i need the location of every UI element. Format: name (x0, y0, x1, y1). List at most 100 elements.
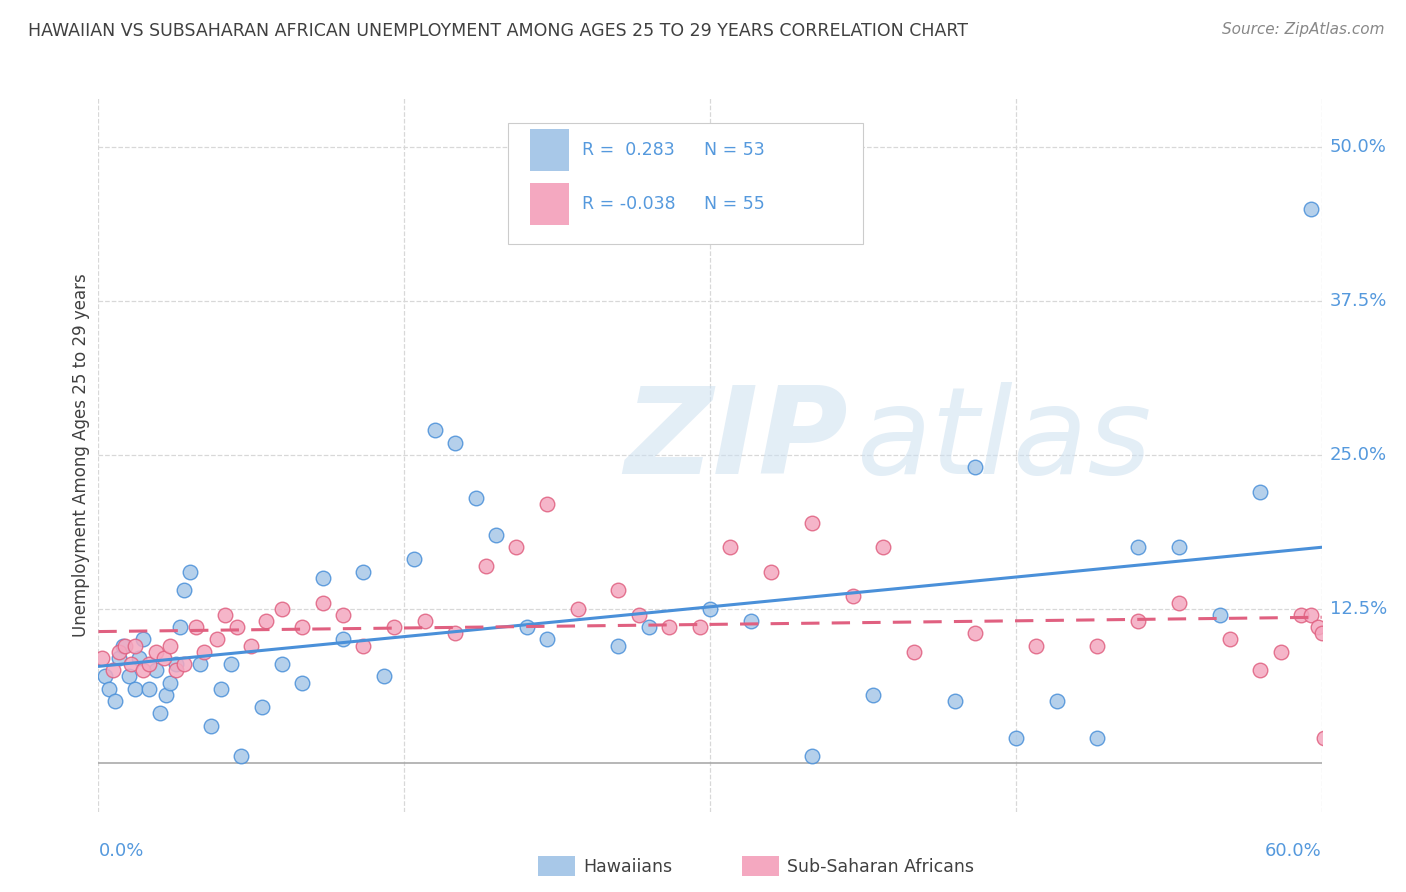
Point (1306, 620, 1329, 634)
Point (689, 620, 711, 634)
Point (474, 558, 498, 573)
Text: 25.0%: 25.0% (1330, 446, 1388, 464)
Point (1249, 484, 1271, 499)
Point (516, 620, 538, 634)
Point (186, 620, 208, 634)
Point (291, 620, 314, 634)
Point (607, 583, 630, 598)
Point (637, 620, 661, 634)
Point (193, 645, 215, 659)
Point (188, 657, 212, 671)
Point (149, 706, 172, 721)
Point (124, 639, 146, 653)
Text: R =  0.283: R = 0.283 (582, 142, 675, 160)
Point (1301, 202, 1323, 216)
Point (841, 590, 863, 604)
Point (250, 700, 273, 714)
Point (801, 516, 824, 530)
Text: N = 55: N = 55 (704, 195, 765, 213)
Point (1004, 731, 1026, 745)
Point (1219, 632, 1241, 647)
Point (1301, 607, 1323, 622)
Point (444, 626, 467, 640)
Point (138, 681, 160, 696)
Point (1025, 639, 1047, 653)
Point (118, 669, 141, 683)
Text: R = -0.038: R = -0.038 (582, 195, 675, 213)
Point (114, 639, 136, 653)
Point (1045, 694, 1069, 708)
Point (801, 749, 824, 764)
Point (699, 601, 721, 615)
Point (240, 639, 263, 653)
Point (312, 571, 335, 585)
Text: 37.5%: 37.5% (1330, 292, 1388, 310)
Point (718, 540, 742, 554)
Point (254, 614, 277, 628)
Point (1167, 540, 1189, 554)
Text: atlas: atlas (856, 382, 1152, 500)
Point (97, 681, 120, 696)
Point (332, 632, 354, 647)
Point (627, 607, 650, 622)
FancyBboxPatch shape (530, 183, 569, 225)
Point (214, 607, 236, 622)
Point (165, 663, 187, 677)
FancyBboxPatch shape (508, 123, 863, 244)
Point (1249, 663, 1271, 677)
Text: ZIP: ZIP (624, 382, 848, 500)
Point (607, 639, 630, 653)
Text: Source: ZipAtlas.com: Source: ZipAtlas.com (1222, 22, 1385, 37)
Point (965, 626, 987, 640)
Text: Hawaiians: Hawaiians (583, 858, 672, 876)
Point (413, 614, 436, 628)
Point (1128, 540, 1150, 554)
Point (205, 632, 228, 647)
Point (1167, 596, 1189, 610)
Text: 0.0%: 0.0% (98, 842, 143, 860)
Point (200, 718, 222, 732)
Text: Sub-Saharan Africans: Sub-Saharan Africans (787, 858, 974, 876)
Point (132, 632, 155, 647)
Point (352, 639, 374, 653)
Point (165, 657, 187, 671)
Point (1209, 607, 1232, 622)
Point (1291, 607, 1313, 622)
Point (108, 651, 131, 665)
Point (444, 435, 467, 450)
Point (862, 688, 884, 702)
Text: N = 53: N = 53 (704, 142, 765, 160)
Point (209, 681, 232, 696)
Point (128, 651, 150, 665)
Point (173, 583, 195, 598)
Point (270, 601, 294, 615)
Point (1270, 645, 1292, 659)
Point (567, 601, 589, 615)
Point (152, 651, 174, 665)
Point (1312, 731, 1334, 745)
Point (219, 657, 242, 671)
Text: HAWAIIAN VS SUBSAHARAN AFRICAN UNEMPLOYMENT AMONG AGES 25 TO 29 YEARS CORRELATIO: HAWAIIAN VS SUBSAHARAN AFRICAN UNEMPLOYM… (28, 22, 969, 40)
Text: 60.0%: 60.0% (1265, 842, 1322, 860)
Point (173, 657, 195, 671)
Point (291, 675, 314, 690)
Point (159, 639, 181, 653)
Point (965, 460, 987, 475)
Point (332, 607, 354, 622)
Point (169, 620, 191, 634)
Point (159, 675, 181, 690)
Text: 12.5%: 12.5% (1330, 599, 1388, 618)
Point (101, 663, 124, 677)
Point (382, 620, 405, 634)
Point (740, 614, 762, 628)
Point (93, 669, 115, 683)
Point (91, 651, 114, 665)
Point (872, 540, 894, 554)
Point (658, 620, 681, 634)
Point (120, 657, 142, 671)
Point (132, 663, 155, 677)
Point (1085, 639, 1108, 653)
Point (505, 540, 527, 554)
Point (145, 645, 167, 659)
Point (536, 632, 558, 647)
